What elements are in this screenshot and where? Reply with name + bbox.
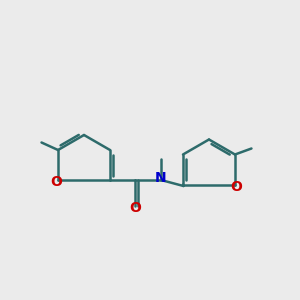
Text: N: N (155, 172, 167, 185)
Text: O: O (230, 180, 242, 194)
Text: O: O (130, 201, 141, 215)
Text: O: O (51, 176, 62, 189)
